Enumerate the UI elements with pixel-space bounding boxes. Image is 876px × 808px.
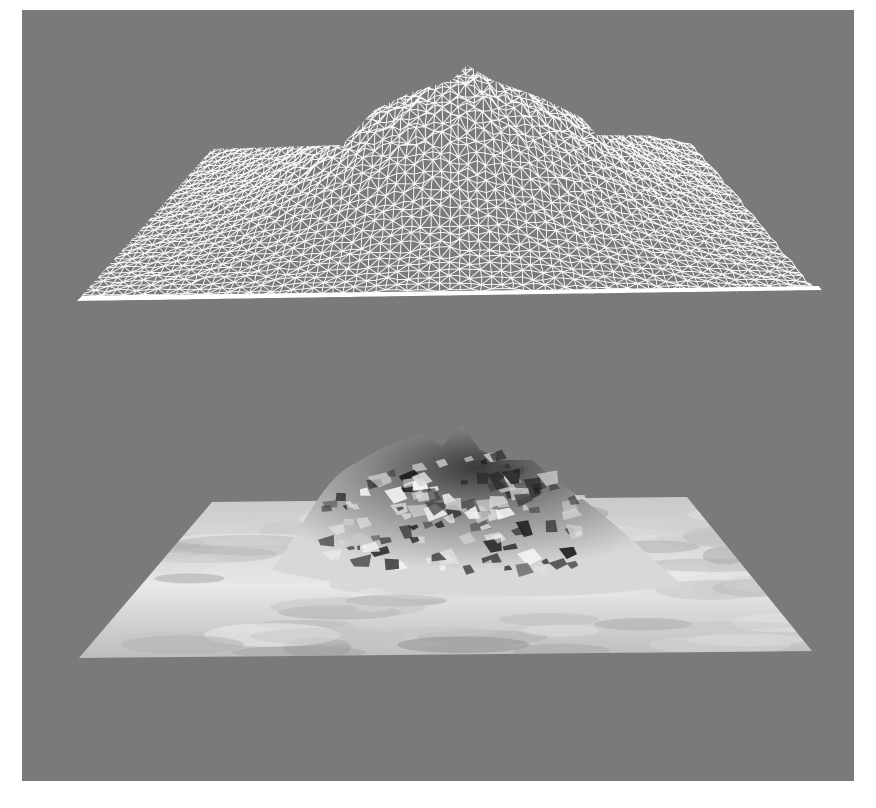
mountain-rock-texture [318, 449, 586, 577]
shaded-terrain [79, 425, 812, 658]
wireframe-front-edge [77, 286, 822, 301]
background [22, 10, 854, 781]
terrain-render-scene [22, 10, 854, 781]
render-viewport [22, 10, 854, 781]
